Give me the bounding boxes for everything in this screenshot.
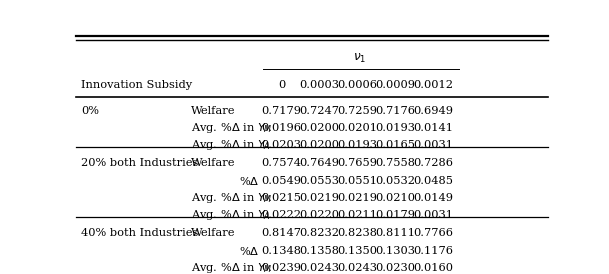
Text: 0.0031: 0.0031 <box>413 210 453 220</box>
Text: 0.8232: 0.8232 <box>299 229 339 238</box>
Text: 0.0160: 0.0160 <box>413 263 453 273</box>
Text: 0%: 0% <box>81 106 99 116</box>
Text: 0: 0 <box>278 79 285 90</box>
Text: 0.0220: 0.0220 <box>299 210 339 220</box>
Text: 0.0243: 0.0243 <box>337 263 378 273</box>
Text: Innovation Subsidy: Innovation Subsidy <box>81 79 192 90</box>
Text: 0.0211: 0.0211 <box>337 210 378 220</box>
Text: 0.6949: 0.6949 <box>413 106 453 116</box>
Text: 0.0141: 0.0141 <box>413 123 453 133</box>
Text: 0.1350: 0.1350 <box>337 246 378 256</box>
Text: 0.7259: 0.7259 <box>337 106 378 116</box>
Text: 0.7659: 0.7659 <box>337 158 378 169</box>
Text: 0.0200: 0.0200 <box>299 123 339 133</box>
Text: 0.0210: 0.0210 <box>375 193 415 203</box>
Text: 0.0230: 0.0230 <box>375 263 415 273</box>
Text: %$\Delta$: %$\Delta$ <box>239 175 259 187</box>
Text: 0.7286: 0.7286 <box>413 158 453 169</box>
Text: 0.0196: 0.0196 <box>261 123 301 133</box>
Text: Welfare: Welfare <box>191 229 235 238</box>
Text: 0.1358: 0.1358 <box>299 246 339 256</box>
Text: 0.1176: 0.1176 <box>413 246 453 256</box>
Text: 0.7176: 0.7176 <box>375 106 415 116</box>
Text: 0.0485: 0.0485 <box>413 176 453 186</box>
Text: 0.0165: 0.0165 <box>375 140 415 150</box>
Text: 0.0201: 0.0201 <box>337 123 378 133</box>
Text: 0.8238: 0.8238 <box>337 229 378 238</box>
Text: 0.8111: 0.8111 <box>375 229 415 238</box>
Text: Welfare: Welfare <box>191 158 235 169</box>
Text: 0.0215: 0.0215 <box>261 193 301 203</box>
Text: 0.0193: 0.0193 <box>375 123 415 133</box>
Text: 0.0006: 0.0006 <box>337 79 378 90</box>
Text: 0.0193: 0.0193 <box>337 140 378 150</box>
Text: 0.1348: 0.1348 <box>261 246 301 256</box>
Text: $\nu_1$: $\nu_1$ <box>353 52 366 65</box>
Text: 0.0179: 0.0179 <box>375 210 415 220</box>
Text: 0.7179: 0.7179 <box>261 106 301 116</box>
Text: 0.0219: 0.0219 <box>299 193 339 203</box>
Text: Avg. %$\Delta$ in $Y_M$: Avg. %$\Delta$ in $Y_M$ <box>191 121 272 135</box>
Text: 0.7558: 0.7558 <box>375 158 415 169</box>
Text: 0.7247: 0.7247 <box>299 106 339 116</box>
Text: 0.0243: 0.0243 <box>299 263 339 273</box>
Text: 0.7574: 0.7574 <box>261 158 301 169</box>
Text: 0.0003: 0.0003 <box>299 79 339 90</box>
Text: 0.0553: 0.0553 <box>299 176 339 186</box>
Text: 0.0549: 0.0549 <box>261 176 301 186</box>
Text: Avg. %$\Delta$ in $Y_A$: Avg. %$\Delta$ in $Y_A$ <box>191 138 270 152</box>
Text: 0.0009: 0.0009 <box>375 79 415 90</box>
Text: 0.0219: 0.0219 <box>337 193 378 203</box>
Text: 0.7649: 0.7649 <box>299 158 339 169</box>
Text: Avg. %$\Delta$ in $Y_A$: Avg. %$\Delta$ in $Y_A$ <box>191 208 270 222</box>
Text: 0.0203: 0.0203 <box>261 140 301 150</box>
Text: 0.0551: 0.0551 <box>337 176 378 186</box>
Text: 0.0239: 0.0239 <box>261 263 301 273</box>
Text: 0.0200: 0.0200 <box>299 140 339 150</box>
Text: 0.0532: 0.0532 <box>375 176 415 186</box>
Text: %$\Delta$: %$\Delta$ <box>239 245 259 257</box>
Text: 0.7766: 0.7766 <box>413 229 453 238</box>
Text: 0.8147: 0.8147 <box>261 229 301 238</box>
Text: 0.0031: 0.0031 <box>413 140 453 150</box>
Text: Avg. %$\Delta$ in $Y_M$: Avg. %$\Delta$ in $Y_M$ <box>191 191 272 205</box>
Text: 40% both Industries: 40% both Industries <box>81 229 198 238</box>
Text: 0.0012: 0.0012 <box>413 79 453 90</box>
Text: 0.1303: 0.1303 <box>375 246 415 256</box>
Text: 0.0222: 0.0222 <box>261 210 301 220</box>
Text: 20% both Industries: 20% both Industries <box>81 158 198 169</box>
Text: Welfare: Welfare <box>191 106 235 116</box>
Text: 0.0149: 0.0149 <box>413 193 453 203</box>
Text: Avg. %$\Delta$ in $Y_M$: Avg. %$\Delta$ in $Y_M$ <box>191 261 272 274</box>
